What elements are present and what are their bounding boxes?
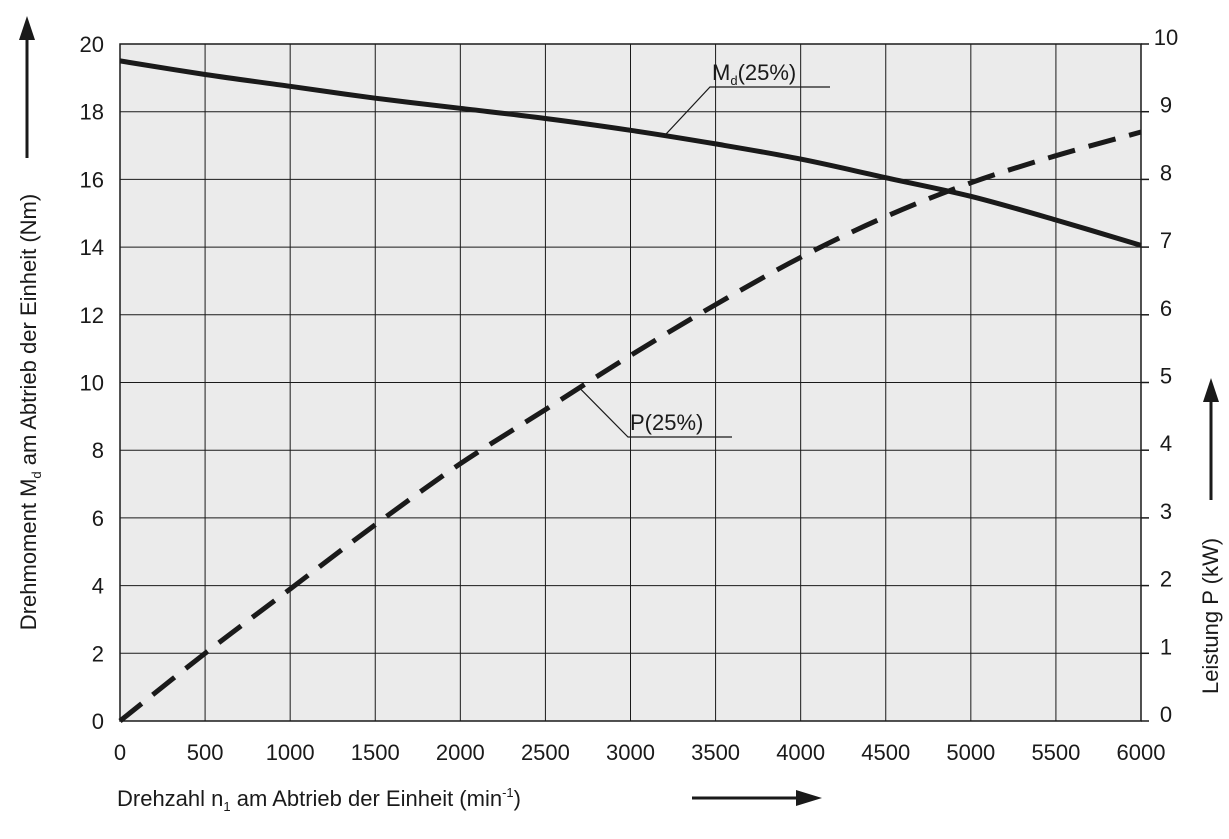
plot-border <box>119 43 1142 722</box>
y-left-tick-label: 6 <box>92 506 104 531</box>
x-tick-label: 3500 <box>691 740 740 765</box>
y-right-tick-label: 5 <box>1160 364 1172 389</box>
series-group <box>118 58 1142 723</box>
x-tick-label: 500 <box>187 740 224 765</box>
y-right-tick-label: 0 <box>1160 702 1172 727</box>
y-left-tick-label: 16 <box>80 167 104 192</box>
y-left-tick-labels: 0 2 4 6 8 10 12 14 16 18 20 <box>80 32 104 734</box>
y-left-tick-label: 14 <box>80 235 104 260</box>
x-tick-label: 6000 <box>1117 740 1166 765</box>
y-left-axis-label: Drehmoment Md am Abtrieb der Einheit (Nm… <box>16 194 44 630</box>
x-tick-label: 2000 <box>436 740 485 765</box>
x-tick-labels: 0 500 1000 1500 2000 2500 3000 3500 4000 4500 5000… <box>114 740 1166 765</box>
y-left-tick-label: 4 <box>92 574 104 599</box>
torque-series-label: Md(25%) <box>712 60 796 88</box>
x-tick-label: 0 <box>114 740 126 765</box>
y-right-tick-label: 2 <box>1160 567 1172 592</box>
y-right-tick-labels: 0 1 2 3 4 5 6 7 8 9 10 <box>1154 25 1178 727</box>
torque-series-label-leader <box>664 86 830 137</box>
y-left-tick-label: 18 <box>80 100 104 125</box>
y-right-tick-label: 3 <box>1160 499 1172 524</box>
y-right-tick-label: 4 <box>1160 431 1172 456</box>
y-right-tick-label: 7 <box>1160 228 1172 253</box>
x-tick-label: 3000 <box>606 740 655 765</box>
y-right-axis-label: Leistung P (kW) <box>1198 538 1223 694</box>
y-right-tick-label: 8 <box>1160 160 1172 185</box>
x-tick-label: 2500 <box>521 740 570 765</box>
y-left-tick-label: 8 <box>92 438 104 463</box>
power-series-label: P(25%) <box>630 410 703 435</box>
y-right-tick-label: 10 <box>1154 25 1178 50</box>
y-left-tick-label: 2 <box>92 641 104 666</box>
y-left-tick-label: 0 <box>92 709 104 734</box>
x-tick-label: 4500 <box>861 740 910 765</box>
y-right-tick-label: 6 <box>1160 296 1172 321</box>
y-left-tick-label: 12 <box>80 303 104 328</box>
x-axis-label: Drehzahl n1 am Abtrieb der Einheit (min-… <box>117 785 521 814</box>
x-tick-label: 1000 <box>266 740 315 765</box>
y-right-arrow-icon <box>1203 378 1219 500</box>
series-callouts: Md(25%) P(25%) <box>579 60 830 438</box>
x-axis-arrow-icon <box>692 790 822 806</box>
power-series-line <box>118 129 1142 723</box>
y-left-tick-label: 20 <box>80 32 104 57</box>
y-left-arrow-icon <box>19 16 35 158</box>
x-tick-label: 5000 <box>946 740 995 765</box>
y-right-tick-label: 1 <box>1160 634 1172 659</box>
y-right-tick-label: 9 <box>1160 93 1172 118</box>
torque-series-line <box>119 58 1142 248</box>
x-tick-label: 4000 <box>776 740 825 765</box>
x-tick-label: 1500 <box>351 740 400 765</box>
x-tick-label: 5500 <box>1031 740 1080 765</box>
power-series-label-leader <box>579 387 732 438</box>
y-left-tick-label: 10 <box>80 371 104 396</box>
